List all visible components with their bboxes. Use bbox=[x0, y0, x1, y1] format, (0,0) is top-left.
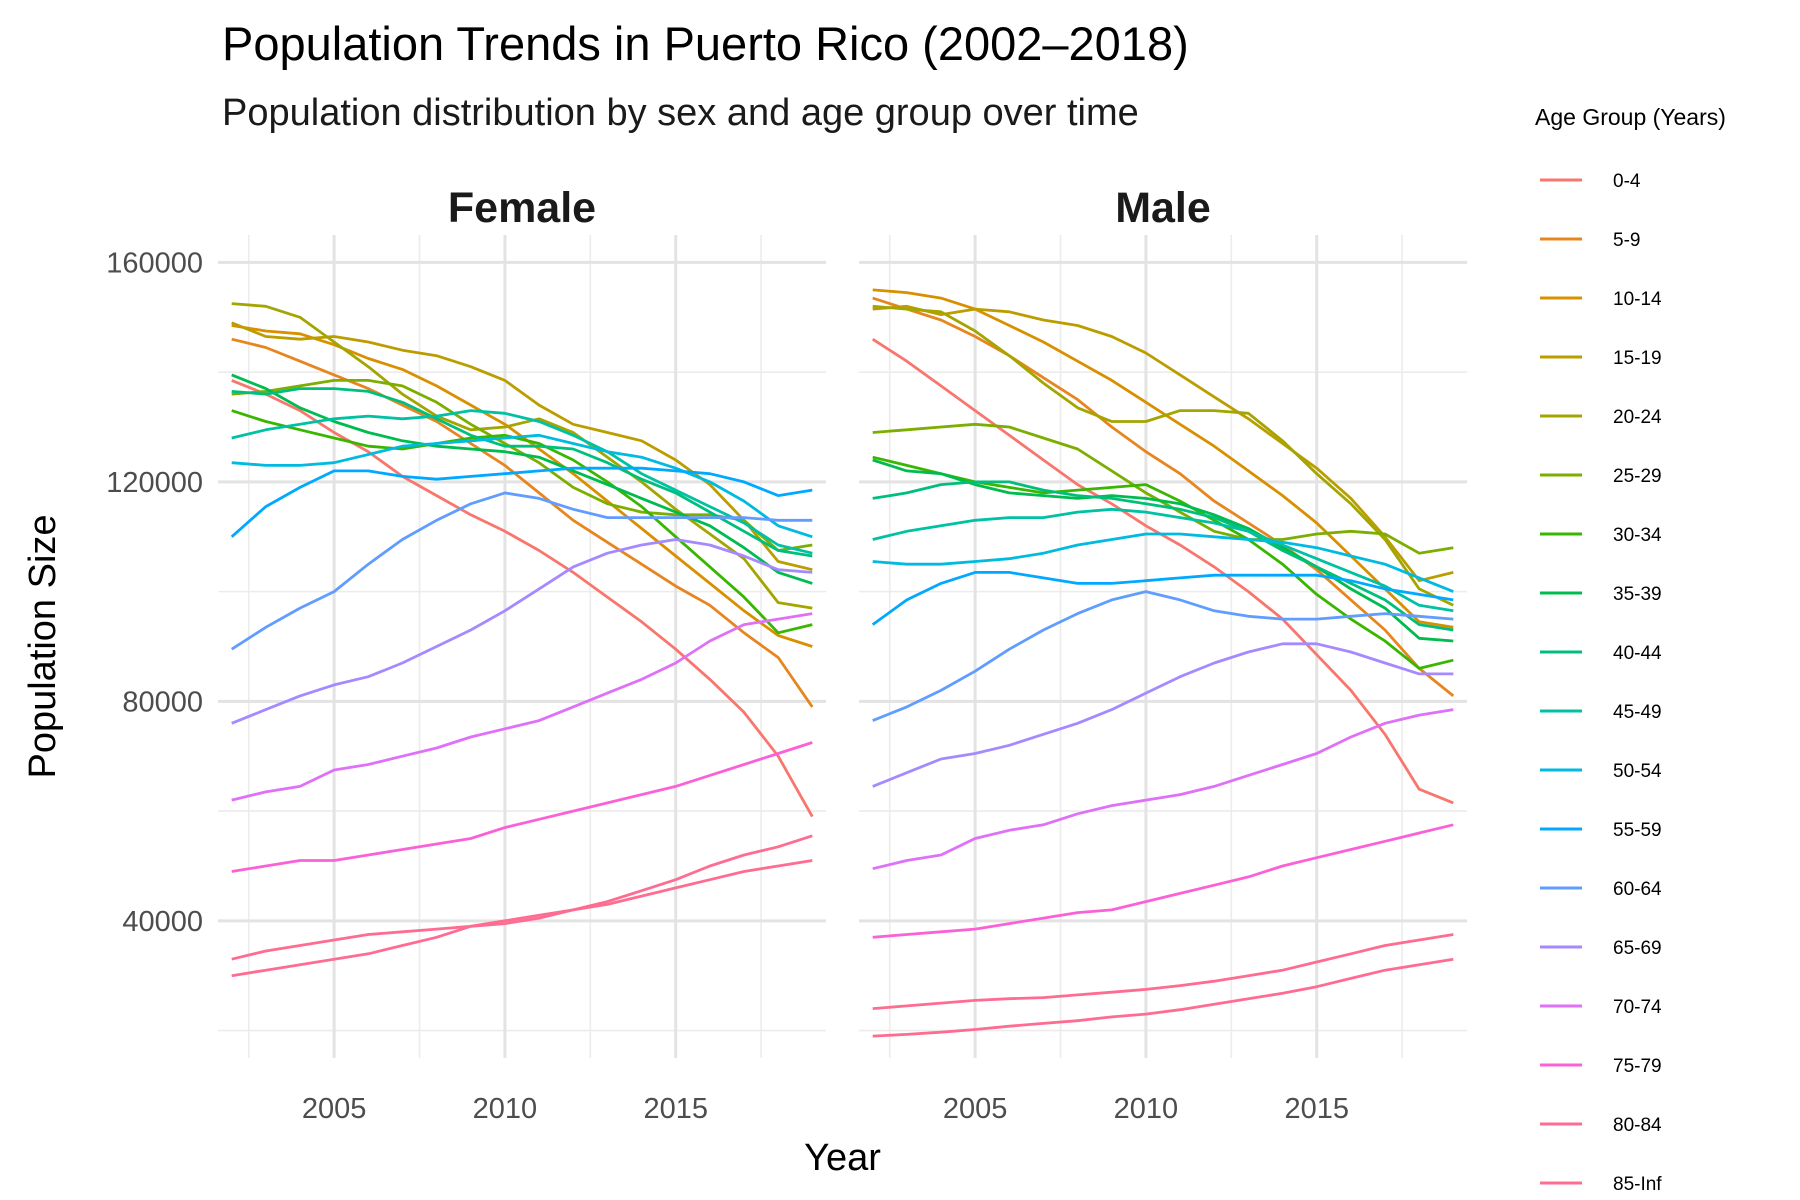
legend-item: 20-24 bbox=[1540, 407, 1662, 428]
legend-item: 40-44 bbox=[1540, 643, 1662, 664]
series-line-30-34 bbox=[231, 409, 813, 635]
legend-label: 20-24 bbox=[1613, 407, 1662, 428]
legend-item: 15-19 bbox=[1540, 348, 1662, 369]
series-line-80-84 bbox=[872, 933, 1454, 1010]
legend-item: 30-34 bbox=[1540, 525, 1662, 546]
legend-label: 50-54 bbox=[1613, 761, 1662, 782]
series-line-20-24 bbox=[231, 302, 813, 610]
legend-item: 10-14 bbox=[1540, 289, 1662, 310]
legend-title: Age Group (Years) bbox=[1535, 104, 1726, 130]
y-tick-label: 160000 bbox=[106, 247, 203, 279]
series-line-45-49 bbox=[872, 507, 1454, 613]
legend-label: 5-9 bbox=[1613, 230, 1640, 251]
facet-label-male: Male bbox=[1115, 184, 1211, 232]
series-line-0-4 bbox=[231, 379, 814, 818]
legend-label: 55-59 bbox=[1613, 820, 1662, 841]
series-line-50-54 bbox=[872, 532, 1454, 593]
chart-title: Population Trends in Puerto Rico (2002–2… bbox=[222, 17, 1189, 70]
chart-subtitle: Population distribution by sex and age g… bbox=[222, 92, 1139, 134]
legend-label: 45-49 bbox=[1613, 702, 1662, 723]
series-line-30-34 bbox=[872, 455, 1454, 670]
series-line-50-54 bbox=[231, 433, 813, 539]
series-line-15-19 bbox=[872, 304, 1454, 583]
legend-item: 35-39 bbox=[1540, 584, 1662, 605]
y-tick-label: 80000 bbox=[122, 686, 203, 718]
x-tick-label: 2005 bbox=[943, 1093, 1008, 1125]
facet-label-female: Female bbox=[448, 184, 596, 232]
legend-item: 25-29 bbox=[1540, 466, 1662, 487]
legend-item: 75-79 bbox=[1540, 1056, 1662, 1077]
series-line-85-inf bbox=[872, 957, 1454, 1038]
legend-label: 65-69 bbox=[1613, 938, 1662, 959]
legend-label: 80-84 bbox=[1613, 1115, 1662, 1136]
y-tick-label: 40000 bbox=[122, 906, 203, 938]
series-line-60-64 bbox=[872, 590, 1454, 722]
series-line-45-49 bbox=[231, 409, 813, 555]
y-axis-title: Population Size bbox=[22, 514, 64, 778]
y-tick-label: 120000 bbox=[106, 467, 203, 499]
legend-label: 25-29 bbox=[1613, 466, 1662, 487]
legend-label: 0-4 bbox=[1613, 171, 1641, 192]
legend-label: 70-74 bbox=[1613, 997, 1662, 1018]
series-line-5-9 bbox=[231, 337, 814, 708]
series-line-65-69 bbox=[231, 538, 813, 725]
legend-label: 60-64 bbox=[1613, 879, 1662, 900]
legend-item: 0-4 bbox=[1540, 171, 1641, 192]
legend-label: 40-44 bbox=[1613, 643, 1662, 664]
x-tick-label: 2015 bbox=[1284, 1093, 1349, 1125]
legend-item: 55-59 bbox=[1540, 820, 1662, 841]
legend-label: 35-39 bbox=[1613, 584, 1662, 605]
legend-item: 60-64 bbox=[1540, 879, 1662, 900]
x-axis-title: Year bbox=[804, 1137, 881, 1179]
legend: Age Group (Years) 0-4 5-9 10-14 15-19 20-24 25… bbox=[1535, 104, 1726, 1195]
legend-item: 5-9 bbox=[1540, 230, 1640, 251]
series-line-75-79 bbox=[231, 741, 813, 873]
series-line-65-69 bbox=[872, 642, 1454, 788]
legend-item: 50-54 bbox=[1540, 761, 1662, 782]
legend-item: 70-74 bbox=[1540, 997, 1662, 1018]
series-line-10-14 bbox=[872, 288, 1454, 629]
legend-item: 65-69 bbox=[1540, 938, 1662, 959]
panel-female: Female 2005 2010 2015 40000 80000 120000 160000 bbox=[106, 184, 826, 1125]
x-tick-label: 2010 bbox=[473, 1093, 538, 1125]
series-line-25-29 bbox=[231, 378, 813, 552]
series-line-80-84 bbox=[231, 834, 813, 961]
series-line-70-74 bbox=[872, 708, 1454, 871]
panel-male: Male 2005 2010 2015 bbox=[859, 184, 1467, 1125]
series-line-75-79 bbox=[872, 823, 1454, 939]
legend-item: 85-Inf bbox=[1540, 1174, 1662, 1195]
series-line-40-44 bbox=[231, 387, 813, 558]
series-line-40-44 bbox=[872, 480, 1454, 632]
legend-label: 85-Inf bbox=[1613, 1174, 1662, 1195]
series-line-60-64 bbox=[230, 491, 813, 651]
series-line-20-24 bbox=[872, 304, 1454, 607]
x-tick-label: 2015 bbox=[643, 1093, 708, 1125]
series-line-70-74 bbox=[231, 612, 813, 802]
legend-label: 30-34 bbox=[1613, 525, 1662, 546]
legend-label: 10-14 bbox=[1613, 289, 1662, 310]
series-line-5-9 bbox=[872, 296, 1455, 697]
series-line-55-59 bbox=[871, 571, 1454, 626]
legend-label: 15-19 bbox=[1613, 348, 1662, 369]
x-tick-label: 2005 bbox=[302, 1093, 367, 1125]
series-line-85-inf bbox=[231, 859, 813, 978]
x-tick-label: 2010 bbox=[1114, 1093, 1179, 1125]
legend-label: 75-79 bbox=[1613, 1056, 1662, 1077]
series-line-55-59 bbox=[230, 466, 813, 538]
legend-item: 80-84 bbox=[1540, 1115, 1662, 1136]
legend-item: 45-49 bbox=[1540, 702, 1662, 723]
